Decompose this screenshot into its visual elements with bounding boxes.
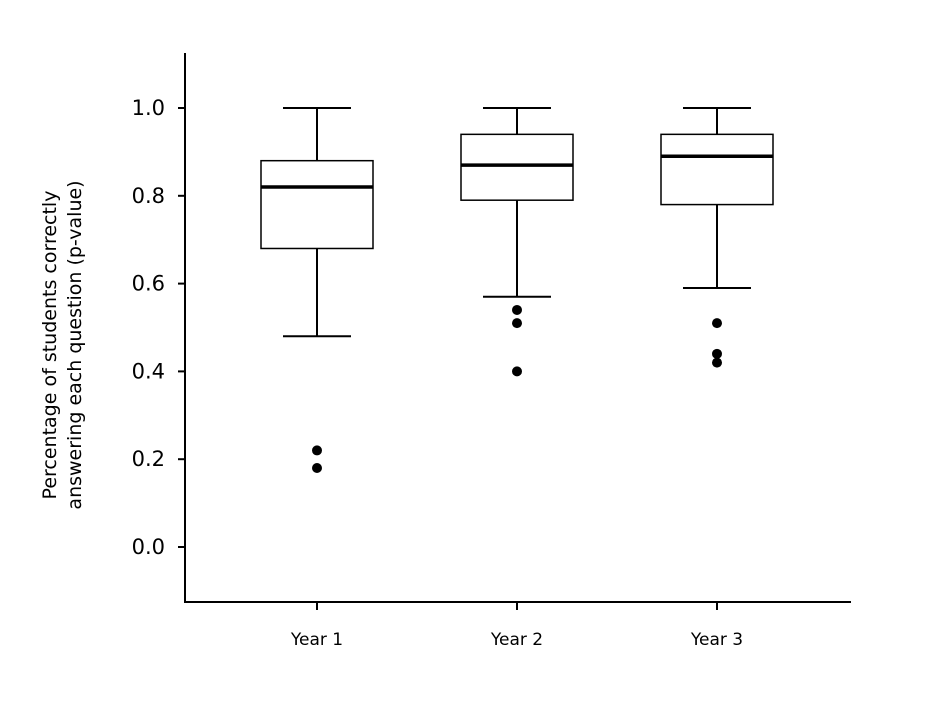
- iqr-box: [460, 133, 574, 201]
- outlier-point: [312, 462, 322, 473]
- boxes: [260, 107, 774, 473]
- outlier-point: [512, 304, 522, 315]
- y-tick-label: 0.0: [132, 535, 165, 559]
- box-group: [660, 107, 774, 368]
- outlier-point: [712, 348, 722, 359]
- y-tick-label: 0.6: [132, 272, 165, 296]
- iqr-box: [660, 133, 774, 206]
- y-tick-label: 0.8: [132, 184, 165, 208]
- outlier-point: [712, 318, 722, 329]
- y-tick-label: 0.2: [132, 447, 165, 471]
- y-ticks: 0.0 0.2 0.4 0.6 0.8 1.0: [132, 96, 185, 559]
- y-tick-label: 1.0: [132, 96, 165, 120]
- outlier-point: [512, 366, 522, 377]
- y-tick-label: 0.4: [132, 359, 165, 383]
- x-tick-label: Year 3: [690, 630, 743, 650]
- iqr-box: [260, 159, 374, 250]
- outlier-point: [712, 357, 722, 368]
- outlier-point: [312, 445, 322, 456]
- y-axis-title: Percentage of students correctly answeri…: [39, 180, 86, 509]
- x-tick-label: Year 1: [290, 630, 343, 650]
- outlier-point: [512, 318, 522, 329]
- x-tick-label: Year 2: [490, 630, 543, 650]
- y-axis-title-line-1: Percentage of students correctly: [39, 191, 61, 500]
- x-ticks: Year 1 Year 2 Year 3: [290, 602, 743, 650]
- box-group: [460, 107, 574, 377]
- y-axis-title-line-2: answering each question (p-value): [64, 180, 86, 509]
- box-group: [260, 107, 374, 473]
